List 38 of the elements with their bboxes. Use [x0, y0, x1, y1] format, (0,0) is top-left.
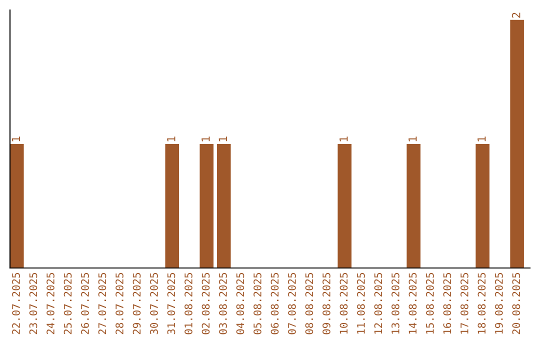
x-tick-label: 01.08.2025 — [184, 273, 192, 334]
x-tick-label: 18.08.2025 — [478, 273, 486, 334]
x-tick-label: 06.08.2025 — [270, 273, 279, 334]
x-tick-label: 04.08.2025 — [236, 273, 244, 334]
x-tick-label: 19.08.2025 — [494, 273, 503, 334]
data-label: 1 — [340, 136, 348, 142]
x-tick-label: 17.08.2025 — [460, 273, 468, 334]
x-tick-label: 25.07.2025 — [64, 273, 72, 334]
data-label: 1 — [12, 136, 20, 142]
x-tick-label: 10.08.2025 — [340, 273, 348, 334]
x-tick-label: 09.08.2025 — [322, 273, 330, 334]
x-tick-label: 12.08.2025 — [374, 273, 382, 334]
data-label: 1 — [202, 136, 210, 142]
data-label: 1 — [167, 136, 176, 142]
x-tick-label: 24.07.2025 — [46, 273, 54, 334]
x-tick-label: 30.07.2025 — [150, 273, 158, 334]
x-tick-label: 23.07.2025 — [29, 273, 38, 334]
x-tick-label: 05.08.2025 — [254, 273, 262, 334]
x-tick-label: 08.08.2025 — [305, 273, 314, 334]
x-tick-label: 27.07.2025 — [98, 273, 106, 334]
x-tick-label: 16.08.2025 — [443, 273, 452, 334]
x-tick-label: 13.08.2025 — [392, 273, 400, 334]
x-tick-label: 28.07.2025 — [116, 273, 124, 334]
data-label: 1 — [218, 136, 227, 142]
x-tick-label: 14.08.2025 — [408, 273, 417, 334]
x-tick-label: 29.07.2025 — [132, 273, 141, 334]
x-tick-label: 02.08.2025 — [202, 273, 210, 334]
x-tick-label: 20.08.2025 — [512, 273, 520, 334]
x-tick-label: 15.08.2025 — [426, 273, 434, 334]
data-label: 1 — [408, 136, 417, 142]
data-label: 2 — [512, 12, 520, 18]
x-tick-label: 31.07.2025 — [167, 273, 176, 334]
x-tick-label: 26.07.2025 — [81, 273, 89, 334]
x-tick-label: 11.08.2025 — [357, 273, 365, 334]
x-tick-label: 22.07.2025 — [12, 273, 20, 334]
data-label: 1 — [478, 136, 486, 142]
x-tick-label: 03.08.2025 — [219, 273, 227, 334]
x-tick-label: 07.08.2025 — [288, 273, 296, 334]
